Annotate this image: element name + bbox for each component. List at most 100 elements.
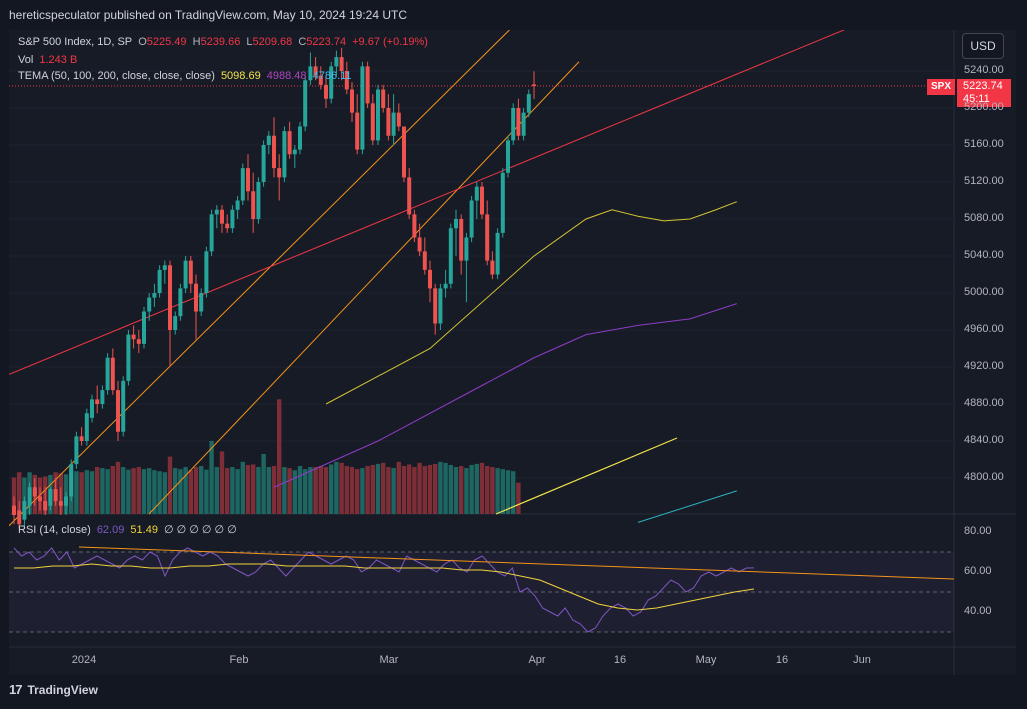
tema100-value: 4988.48 <box>266 70 307 82</box>
candle-body <box>74 436 79 465</box>
volume-bar <box>448 464 453 514</box>
volume-bar <box>183 467 188 514</box>
candle-body <box>225 223 230 229</box>
candle-body <box>313 66 318 76</box>
rsi-tick-label: 80.00 <box>964 525 992 537</box>
rsi-ma-line <box>14 563 755 611</box>
candle-body <box>32 487 37 497</box>
volume-bar <box>297 466 303 514</box>
symbol-label[interactable]: S&P 500 Index, 1D, SP <box>18 36 133 48</box>
volume-bar <box>235 469 240 514</box>
price-tick-label: 5080.00 <box>964 212 1004 224</box>
tema-label[interactable]: TEMA (50, 100, 200, close, close, close) <box>18 70 215 82</box>
candle-body <box>256 182 261 219</box>
price-tick-label: 4840.00 <box>964 434 1004 446</box>
volume-bar <box>511 471 516 514</box>
last-price-box: 5223.74 45:11 <box>957 79 1011 107</box>
vol-label[interactable]: Vol <box>18 54 34 66</box>
volume-bar <box>230 467 235 514</box>
price-tick-label: 4920.00 <box>964 360 1004 372</box>
volume-bar <box>375 463 381 514</box>
candle-body <box>391 112 396 136</box>
volume-legend: Vol 1.243 B <box>18 54 80 66</box>
rsi-line <box>13 547 755 633</box>
tema50-value: 5098.69 <box>220 70 261 82</box>
candle-body <box>376 89 380 141</box>
candle-body <box>266 135 271 145</box>
candle-body <box>204 251 209 293</box>
candle-body <box>48 489 53 506</box>
candle-body <box>308 66 313 81</box>
rsi-label[interactable]: RSI (14, close) <box>18 524 91 536</box>
candle-body <box>188 260 193 284</box>
volume-bar <box>292 470 297 514</box>
volume-bar <box>199 466 204 514</box>
time-tick-label: 2024 <box>71 654 97 666</box>
chart-area[interactable]: S&P 500 Index, 1D, SP O5225.49 H5239.66 … <box>9 30 1016 675</box>
volume-bar <box>225 468 230 514</box>
rsi-ma-value: 51.49 <box>130 524 158 536</box>
candle-body <box>298 126 302 150</box>
footer: 17 TradingView <box>9 682 98 697</box>
tradingview-logo-icon: 17 <box>9 682 23 697</box>
candle-body <box>168 265 172 330</box>
publish-info: hereticspeculator published on TradingVi… <box>9 8 408 22</box>
rsi-value: 62.09 <box>96 524 125 536</box>
candle-body <box>344 71 349 90</box>
rsi-trend-line <box>78 546 955 580</box>
tema200-value: 4786.11 <box>312 70 352 82</box>
volume-bar <box>329 464 334 514</box>
candle-body <box>516 108 521 136</box>
volume-bar <box>355 469 360 514</box>
volume-bar <box>261 454 266 514</box>
candle-body <box>287 131 292 155</box>
rsi-tick-label: 40.00 <box>964 605 992 617</box>
volume-bar <box>84 470 89 514</box>
candle-body <box>152 293 157 298</box>
volume-bar <box>474 463 479 514</box>
trend-line <box>9 30 846 375</box>
volume-bar <box>126 469 131 514</box>
candle-body <box>448 228 453 284</box>
vol-value: 1.243 B <box>39 54 78 66</box>
candle-body <box>433 288 438 324</box>
candle-body <box>230 209 235 229</box>
volume-bar <box>308 467 313 514</box>
price-tick-label: 5000.00 <box>964 286 1004 298</box>
price-tick-label: 5160.00 <box>964 138 1004 150</box>
time-tick-label: 16 <box>775 654 789 666</box>
candle-body <box>303 80 308 127</box>
candle-body <box>261 145 266 182</box>
candle-body <box>277 168 282 178</box>
volume-bar <box>256 467 261 514</box>
candle-body <box>506 140 510 173</box>
volume-bar <box>240 461 245 514</box>
candle-body <box>235 200 240 210</box>
rsi-legend: RSI (14, close) 62.09 51.49 ∅ ∅ ∅ ∅ ∅ ∅ <box>18 523 240 536</box>
currency-button[interactable]: USD <box>962 33 1004 59</box>
candle-body <box>386 108 391 136</box>
low-value: 5209.68 <box>252 36 293 48</box>
candle-body <box>157 269 162 293</box>
candle-body <box>526 94 531 113</box>
candle-body <box>469 200 474 238</box>
candle-body <box>521 112 526 136</box>
candle-body <box>95 399 100 404</box>
volume-bar <box>178 469 183 514</box>
channel-upper-line <box>9 30 511 527</box>
volume-bar <box>11 477 17 514</box>
chart-canvas[interactable] <box>9 30 1016 675</box>
candle-body <box>240 168 245 201</box>
candle-body <box>474 186 479 201</box>
candle-body <box>459 219 464 261</box>
candle-body <box>438 288 443 324</box>
candle-body <box>209 214 214 252</box>
candle-body <box>136 339 141 344</box>
candle-body <box>79 436 84 441</box>
time-tick-label: May <box>695 654 717 666</box>
volume-bar <box>391 468 396 514</box>
candle-body <box>417 237 422 252</box>
bar-countdown: 45:11 <box>963 93 990 105</box>
candle-body <box>69 464 74 497</box>
volume-bar <box>318 466 323 514</box>
